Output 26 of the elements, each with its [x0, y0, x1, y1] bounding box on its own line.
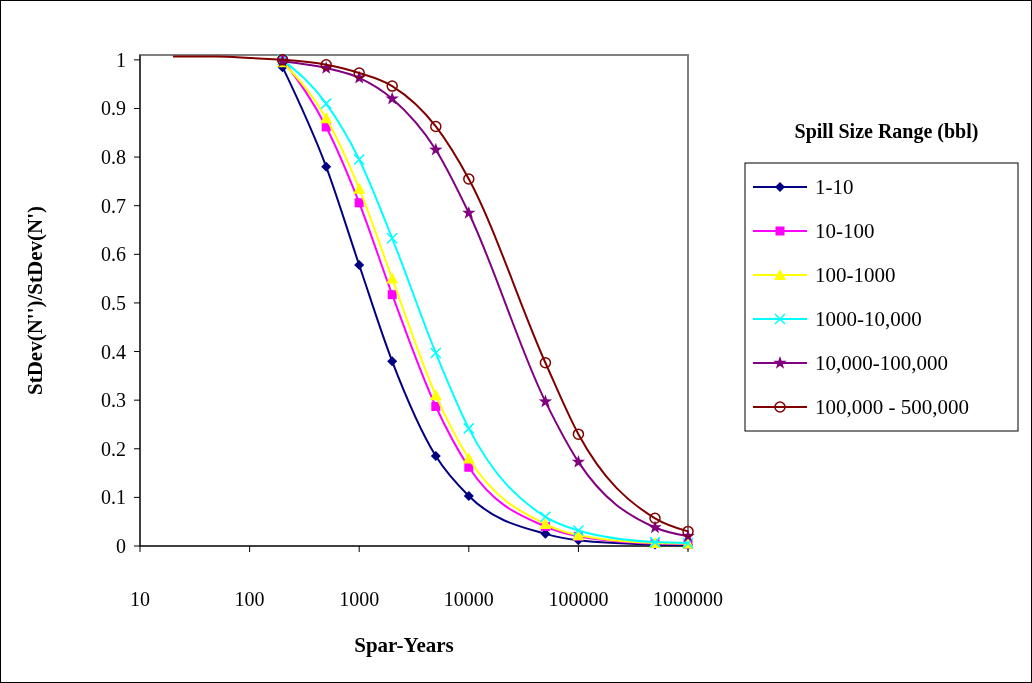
x-tick-label: 10 [130, 588, 150, 610]
y-tick-label: 0.5 [101, 291, 126, 314]
legend-label: 10-100 [815, 219, 875, 244]
x-tick-label: 1000000 [653, 588, 723, 610]
legend-title: Spill Size Range (bbl) [794, 120, 979, 143]
x-tick-label: 10000 [443, 588, 494, 610]
legend-label: 1000-10,000 [815, 307, 922, 332]
y-tick-label: 0.2 [101, 437, 126, 460]
y-tick-label: 0.3 [101, 389, 126, 412]
legend-label: 1-10 [815, 175, 854, 200]
y-tick-label: 0.4 [101, 340, 126, 363]
y-tick-label: 0.7 [101, 194, 126, 217]
x-axis-title: Spar-Years [354, 633, 454, 657]
x-tick-label: 1000 [339, 588, 380, 610]
x-tick-label: 100 [234, 588, 265, 610]
x-tick-label: 100000 [548, 588, 609, 610]
y-tick-label: 0.8 [101, 146, 126, 169]
y-tick-label: 0.6 [101, 243, 126, 266]
y-tick-label: 0 [116, 535, 126, 557]
legend-label: 100,000 - 500,000 [815, 395, 969, 420]
y-tick-label: 0.9 [101, 97, 126, 120]
legend-label: 10,000-100,000 [815, 351, 948, 376]
legend-label: 100-1000 [815, 263, 896, 288]
y-tick-label: 0.1 [101, 486, 126, 509]
y-axis-title: StDev(N'')/StDev(N') [23, 206, 47, 395]
y-tick-label: 1 [116, 48, 126, 71]
